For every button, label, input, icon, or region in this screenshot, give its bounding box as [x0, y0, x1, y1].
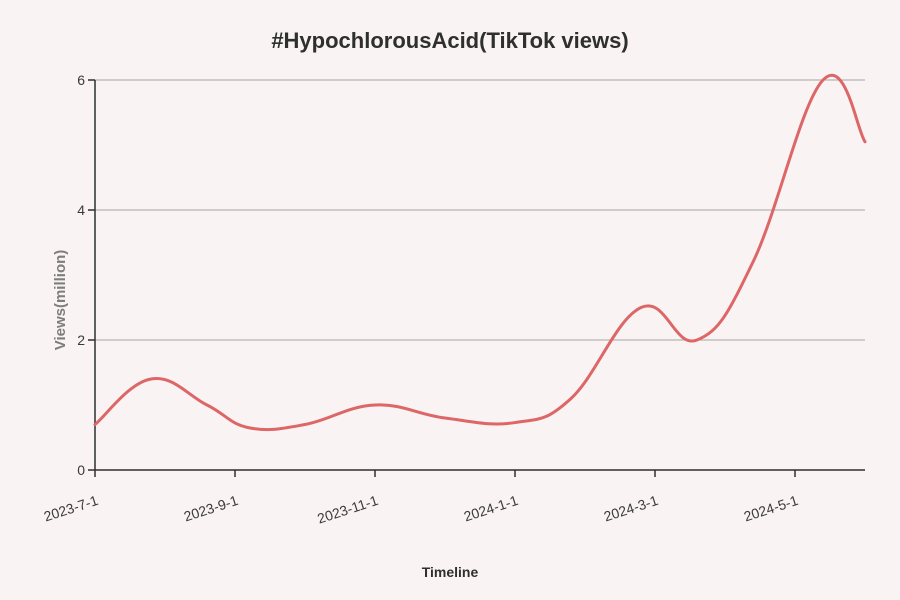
x-tick-label: 2023-7-1: [42, 492, 100, 525]
x-tick-label: 2024-3-1: [602, 492, 660, 525]
plot-area: 02462023-7-12023-9-12023-11-12024-1-1202…: [95, 80, 865, 470]
x-axis-label: Timeline: [0, 564, 900, 580]
chart-title: #HypochlorousAcid(TikTok views): [0, 28, 900, 54]
x-tick-label: 2024-5-1: [742, 492, 800, 525]
y-tick-label: 0: [77, 462, 85, 478]
y-tick-label: 6: [77, 72, 85, 88]
chart-svg: [95, 80, 865, 470]
x-tick-label: 2023-9-1: [182, 492, 240, 525]
y-axis-label: Views(million): [52, 250, 69, 351]
y-tick-label: 4: [77, 202, 85, 218]
y-tick-label: 2: [77, 332, 85, 348]
x-tick-label: 2024-1-1: [462, 492, 520, 525]
data-line: [95, 75, 865, 429]
x-tick-label: 2023-11-1: [315, 492, 380, 527]
chart-container: #HypochlorousAcid(TikTok views) Views(mi…: [0, 0, 900, 600]
